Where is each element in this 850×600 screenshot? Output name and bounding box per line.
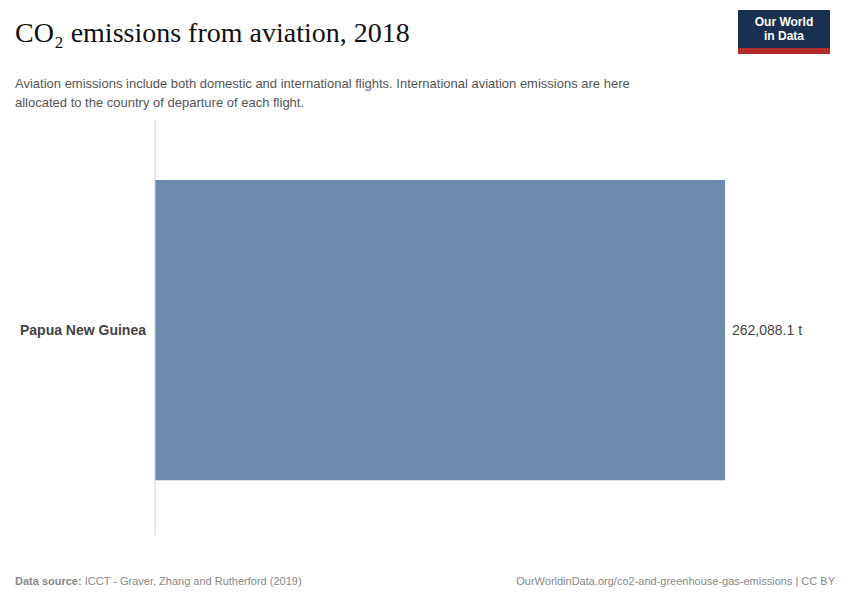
background: [0, 0, 850, 600]
logo-box: [738, 10, 830, 54]
logo-line: Our World: [755, 15, 813, 29]
subtitle-line: allocated to the country of departure of…: [15, 95, 304, 110]
footer-source: Data source: ICCT - Graver, Zhang and Ru…: [15, 575, 302, 587]
category-label: Papua New Guinea: [20, 322, 146, 338]
footer-url: OurWorldinData.org/co2-and-greenhouse-ga…: [516, 575, 835, 587]
source-text: ICCT - Graver, Zhang and Rutherford (201…: [82, 575, 302, 587]
x-axis-line: [155, 480, 725, 481]
y-axis-line: [155, 120, 156, 535]
chart: CO₂ emissions from aviation, 2018 Aviatio…: [0, 0, 850, 600]
logo-text: Our Worldin Data: [755, 15, 813, 43]
title: CO₂ emissions from aviation, 2018: [15, 17, 410, 48]
subtitle: Aviation emissions include both domestic…: [15, 76, 630, 110]
subtitle-line: Aviation emissions include both domestic…: [15, 76, 630, 91]
bar: [155, 180, 725, 480]
bars: [155, 180, 725, 480]
logo-stripe: [738, 48, 830, 54]
data-label: 262,088.1 t: [732, 322, 802, 338]
source-label: Data source:: [15, 575, 82, 587]
logo-line: in Data: [764, 29, 804, 43]
